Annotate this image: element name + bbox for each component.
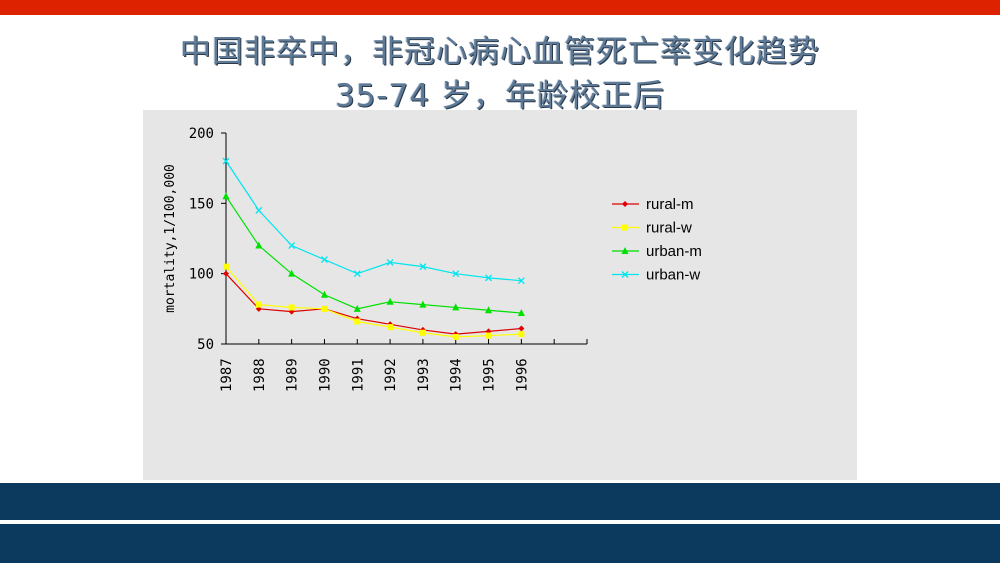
chart-title: 中国非卒中，非冠心病心血管死亡率变化趋势 [180,34,820,70]
series-line-rural-m [225,273,522,335]
data-point-urban-w [419,263,427,271]
x-tick-label: 1992 [383,358,399,392]
data-point-urban-m [222,192,230,200]
y-tick-label: 50 [197,337,214,353]
data-point-urban-m [288,269,296,277]
legend-marker-urban-w [621,271,629,278]
data-point-urban-w [288,242,296,249]
x-tick-label: 1996 [514,358,530,392]
data-point-rural-w [288,304,295,311]
data-point-rural-w [452,333,459,340]
data-point-rural-w [387,324,394,331]
data-point-urban-m [320,290,328,298]
legend-label-rural-m: rural-m [646,196,694,213]
x-tick-label: 1990 [317,358,333,392]
series-line-rural-w [225,266,522,338]
chart-panel: 50 100 150 200 1987 1988 1989 1990 1991 1992 1993 1… [143,110,857,480]
data-point-urban-w [517,277,525,285]
chart-subtitle: 35-74 岁，年龄校正后 [335,78,665,114]
y-tick-label: 150 [189,196,214,212]
data-point-rural-w [354,318,361,325]
data-point-urban-w [255,206,263,214]
series-line-urban-m [225,195,522,314]
data-point-urban-m [419,300,427,308]
data-point-urban-w [452,270,460,278]
data-point-urban-w [353,270,361,278]
x-tick-label: 1989 [285,358,301,392]
legend-label-rural-w: rural-w [646,220,692,237]
y-axis-label: mortality,1/100,000 [163,164,178,313]
data-point-rural-m [255,305,262,312]
legend-marker-rural-m [622,201,628,207]
data-point-urban-m [485,306,493,314]
data-point-rural-w [321,305,328,312]
data-point-urban-w [485,274,493,282]
data-point-rural-m [518,325,525,332]
y-tick-label: 200 [189,126,214,142]
data-point-urban-m [255,241,263,249]
x-tick-label: 1991 [350,358,366,392]
x-tick-label: 1988 [252,358,268,392]
footer-band-lower [0,524,1000,563]
legend-marker-urban-m [621,247,629,254]
legend-label-urban-w: urban-w [646,267,700,284]
legend-marker-rural-w [622,224,628,231]
data-point-rural-w [485,332,492,339]
x-tick-label: 1995 [482,358,498,392]
data-point-urban-m [517,309,525,317]
data-point-rural-m [223,270,229,277]
footer-band [0,483,1000,520]
data-point-urban-w [320,256,328,264]
data-point-urban-w [222,157,230,165]
data-point-urban-m [353,304,361,312]
x-tick-label: 1987 [219,358,235,392]
y-tick-label: 100 [189,267,214,283]
legend-label-urban-m: urban-m [646,243,702,260]
top-accent-bar [0,0,1000,15]
data-point-rural-w [223,263,229,270]
line-chart: 50 100 150 200 1987 1988 1989 1990 1991 1992 1993 1… [163,126,702,392]
data-point-rural-w [255,301,262,308]
data-point-urban-m [452,303,460,311]
x-tick-label: 1993 [416,358,432,392]
data-point-rural-w [419,329,426,336]
x-tick-label: 1994 [449,358,465,392]
data-point-rural-w [518,331,525,338]
series-line-urban-w [225,160,522,282]
data-point-urban-w [386,258,394,266]
data-point-urban-m [386,297,394,305]
